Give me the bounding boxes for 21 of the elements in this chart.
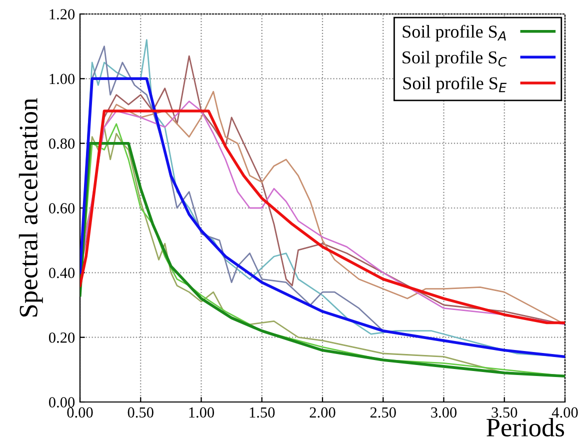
x-tick-label: 1.50 [250,407,275,418]
x-tick-label: 3.00 [431,407,457,418]
y-tick-label: 0.00 [48,397,75,408]
x-tick-label: 1.00 [189,407,214,418]
legend-label: Soil profile S$_{E}$ [403,76,507,94]
y-tick-label: 0.20 [48,332,75,343]
y-tick-label: 1.20 [50,9,75,20]
x-tick-label: 0.50 [128,407,154,418]
y-axis-title: Spectral acceleration [18,98,43,316]
legend-label: Soil profile S$_{C}$ [402,50,507,68]
legend-label: Soil profile S$_{A}$ [402,24,506,42]
x-tick-label: 4.00 [552,407,578,418]
x-tick-label: 2.50 [370,407,396,418]
x-tick-label: 0.00 [67,407,93,418]
y-tick-label: 0.60 [48,203,75,214]
x-axis-title: Periods [486,418,564,437]
y-tick-label: 0.80 [48,138,75,149]
y-tick-label: 1.00 [50,74,75,84]
y-tick-label: 0.40 [48,268,75,278]
x-tick-label: 2.00 [310,407,336,418]
x-tick-label: 3.50 [492,407,518,418]
